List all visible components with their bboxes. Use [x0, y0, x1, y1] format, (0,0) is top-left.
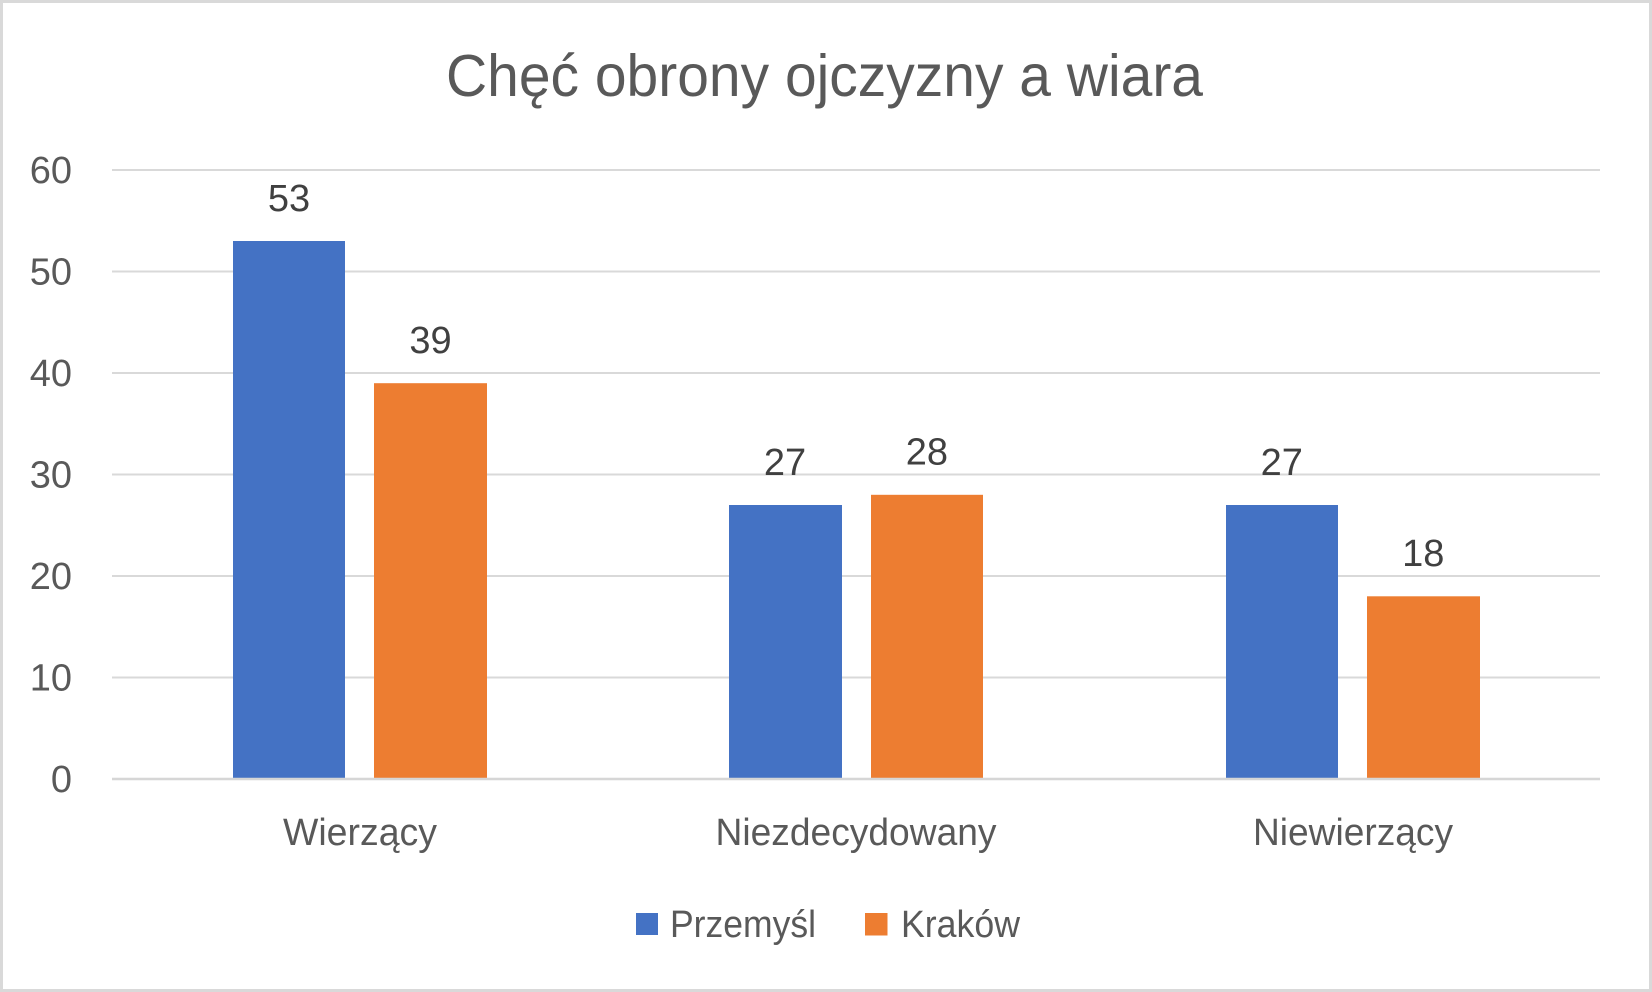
svg-text:10: 10 [30, 658, 72, 700]
svg-text:Kraków: Kraków [901, 904, 1021, 946]
svg-text:40: 40 [30, 353, 72, 395]
svg-text:Niezdecydowany: Niezdecydowany [716, 812, 997, 854]
svg-text:50: 50 [30, 252, 72, 294]
svg-text:39: 39 [409, 320, 451, 362]
svg-text:Chęć obrony ojczyzny a wiara: Chęć obrony ojczyzny a wiara [446, 42, 1204, 109]
svg-text:30: 30 [30, 455, 72, 497]
svg-text:27: 27 [1261, 442, 1303, 484]
svg-text:28: 28 [906, 432, 948, 474]
svg-text:0: 0 [51, 759, 72, 801]
svg-text:27: 27 [764, 442, 806, 484]
svg-text:53: 53 [268, 178, 310, 220]
svg-text:18: 18 [1402, 533, 1444, 575]
svg-text:Niewierzący: Niewierzący [1253, 812, 1453, 854]
svg-text:20: 20 [30, 556, 72, 598]
svg-text:Przemyśl: Przemyśl [670, 904, 816, 946]
svg-text:60: 60 [30, 150, 72, 192]
svg-text:Wierzący: Wierzący [283, 812, 437, 854]
